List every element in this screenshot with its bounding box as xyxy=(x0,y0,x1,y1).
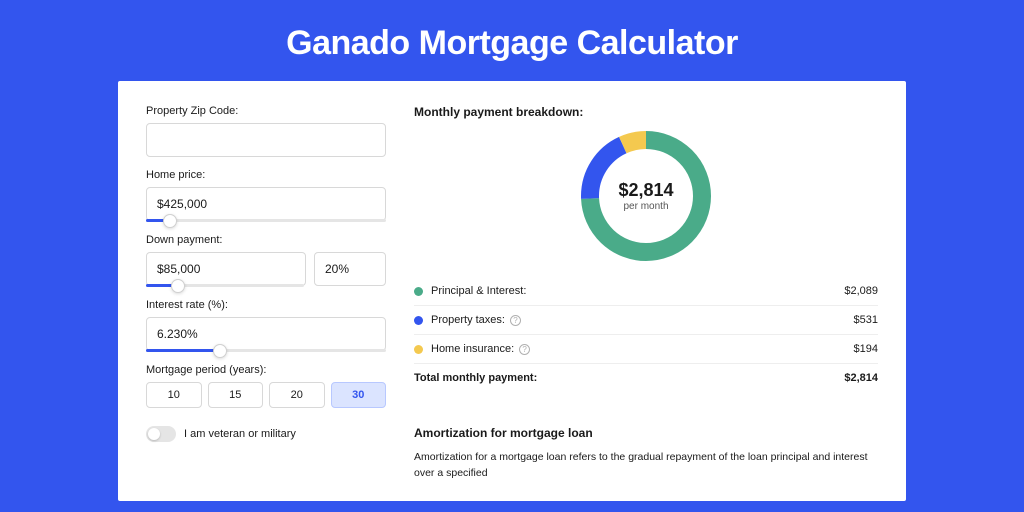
donut-amount: $2,814 xyxy=(618,180,673,201)
period-btn-20[interactable]: 20 xyxy=(269,382,325,408)
page-title: Ganado Mortgage Calculator xyxy=(0,0,1024,81)
legend-dot xyxy=(414,287,423,296)
amortization-section: Amortization for mortgage loan Amortizat… xyxy=(414,410,878,482)
legend-value: $194 xyxy=(854,343,878,355)
veteran-row: I am veteran or military xyxy=(146,426,386,442)
legend-value: $2,089 xyxy=(844,285,878,297)
zip-field: Property Zip Code: xyxy=(146,105,386,157)
donut-chart-wrap: $2,814 per month xyxy=(414,131,878,261)
period-btn-30[interactable]: 30 xyxy=(331,382,387,408)
interest-rate-field: Interest rate (%): xyxy=(146,299,386,352)
legend-label-text: Principal & Interest: xyxy=(431,285,526,297)
down-payment-amount-input[interactable] xyxy=(146,252,306,286)
down-payment-percent-input[interactable] xyxy=(314,252,386,286)
down-payment-slider-thumb[interactable] xyxy=(171,279,185,293)
home-price-field: Home price: xyxy=(146,169,386,222)
breakdown-title: Monthly payment breakdown: xyxy=(414,105,878,119)
info-icon[interactable]: ? xyxy=(519,344,530,355)
breakdown-column: Monthly payment breakdown: $2,814 per mo… xyxy=(414,105,878,501)
zip-input[interactable] xyxy=(146,123,386,157)
down-payment-label: Down payment: xyxy=(146,234,386,246)
donut-chart: $2,814 per month xyxy=(581,131,711,261)
down-payment-slider[interactable] xyxy=(146,284,304,287)
legend-label: Principal & Interest: xyxy=(431,285,844,297)
interest-rate-slider-thumb[interactable] xyxy=(213,344,227,358)
legend-row: Property taxes:?$531 xyxy=(414,306,878,335)
donut-sub: per month xyxy=(623,201,668,212)
veteran-toggle[interactable] xyxy=(146,426,176,442)
legend-label: Home insurance:? xyxy=(431,343,854,355)
legend-value: $531 xyxy=(854,314,878,326)
zip-label: Property Zip Code: xyxy=(146,105,386,117)
home-price-label: Home price: xyxy=(146,169,386,181)
legend-label: Property taxes:? xyxy=(431,314,854,326)
legend-total-row: Total monthly payment: $2,814 xyxy=(414,364,878,392)
interest-rate-label: Interest rate (%): xyxy=(146,299,386,311)
form-column: Property Zip Code: Home price: Down paym… xyxy=(146,105,386,501)
legend: Principal & Interest: $2,089 Property taxe… xyxy=(414,277,878,364)
interest-rate-input[interactable] xyxy=(146,317,386,351)
interest-rate-slider[interactable] xyxy=(146,349,386,352)
home-price-slider-thumb[interactable] xyxy=(163,214,177,228)
period-btn-15[interactable]: 15 xyxy=(208,382,264,408)
amortization-text: Amortization for a mortgage loan refers … xyxy=(414,450,878,482)
info-icon[interactable]: ? xyxy=(510,315,521,326)
period-btn-10[interactable]: 10 xyxy=(146,382,202,408)
legend-row: Home insurance:?$194 xyxy=(414,335,878,364)
interest-rate-slider-fill xyxy=(146,349,220,352)
mortgage-period-label: Mortgage period (years): xyxy=(146,364,386,376)
donut-center: $2,814 per month xyxy=(581,131,711,261)
legend-row: Principal & Interest: $2,089 xyxy=(414,277,878,306)
legend-dot xyxy=(414,345,423,354)
legend-label-text: Home insurance: xyxy=(431,343,514,355)
mortgage-period-options: 10152030 xyxy=(146,382,386,408)
veteran-toggle-knob xyxy=(148,428,160,440)
legend-total-label: Total monthly payment: xyxy=(414,372,844,384)
legend-dot xyxy=(414,316,423,325)
legend-label-text: Property taxes: xyxy=(431,314,505,326)
home-price-slider[interactable] xyxy=(146,219,386,222)
amortization-title: Amortization for mortgage loan xyxy=(414,426,878,440)
legend-total-value: $2,814 xyxy=(844,372,878,384)
down-payment-field: Down payment: xyxy=(146,234,386,287)
calculator-card: Property Zip Code: Home price: Down paym… xyxy=(118,81,906,501)
home-price-input[interactable] xyxy=(146,187,386,221)
mortgage-period-field: Mortgage period (years): 10152030 xyxy=(146,364,386,408)
veteran-label: I am veteran or military xyxy=(184,428,296,440)
